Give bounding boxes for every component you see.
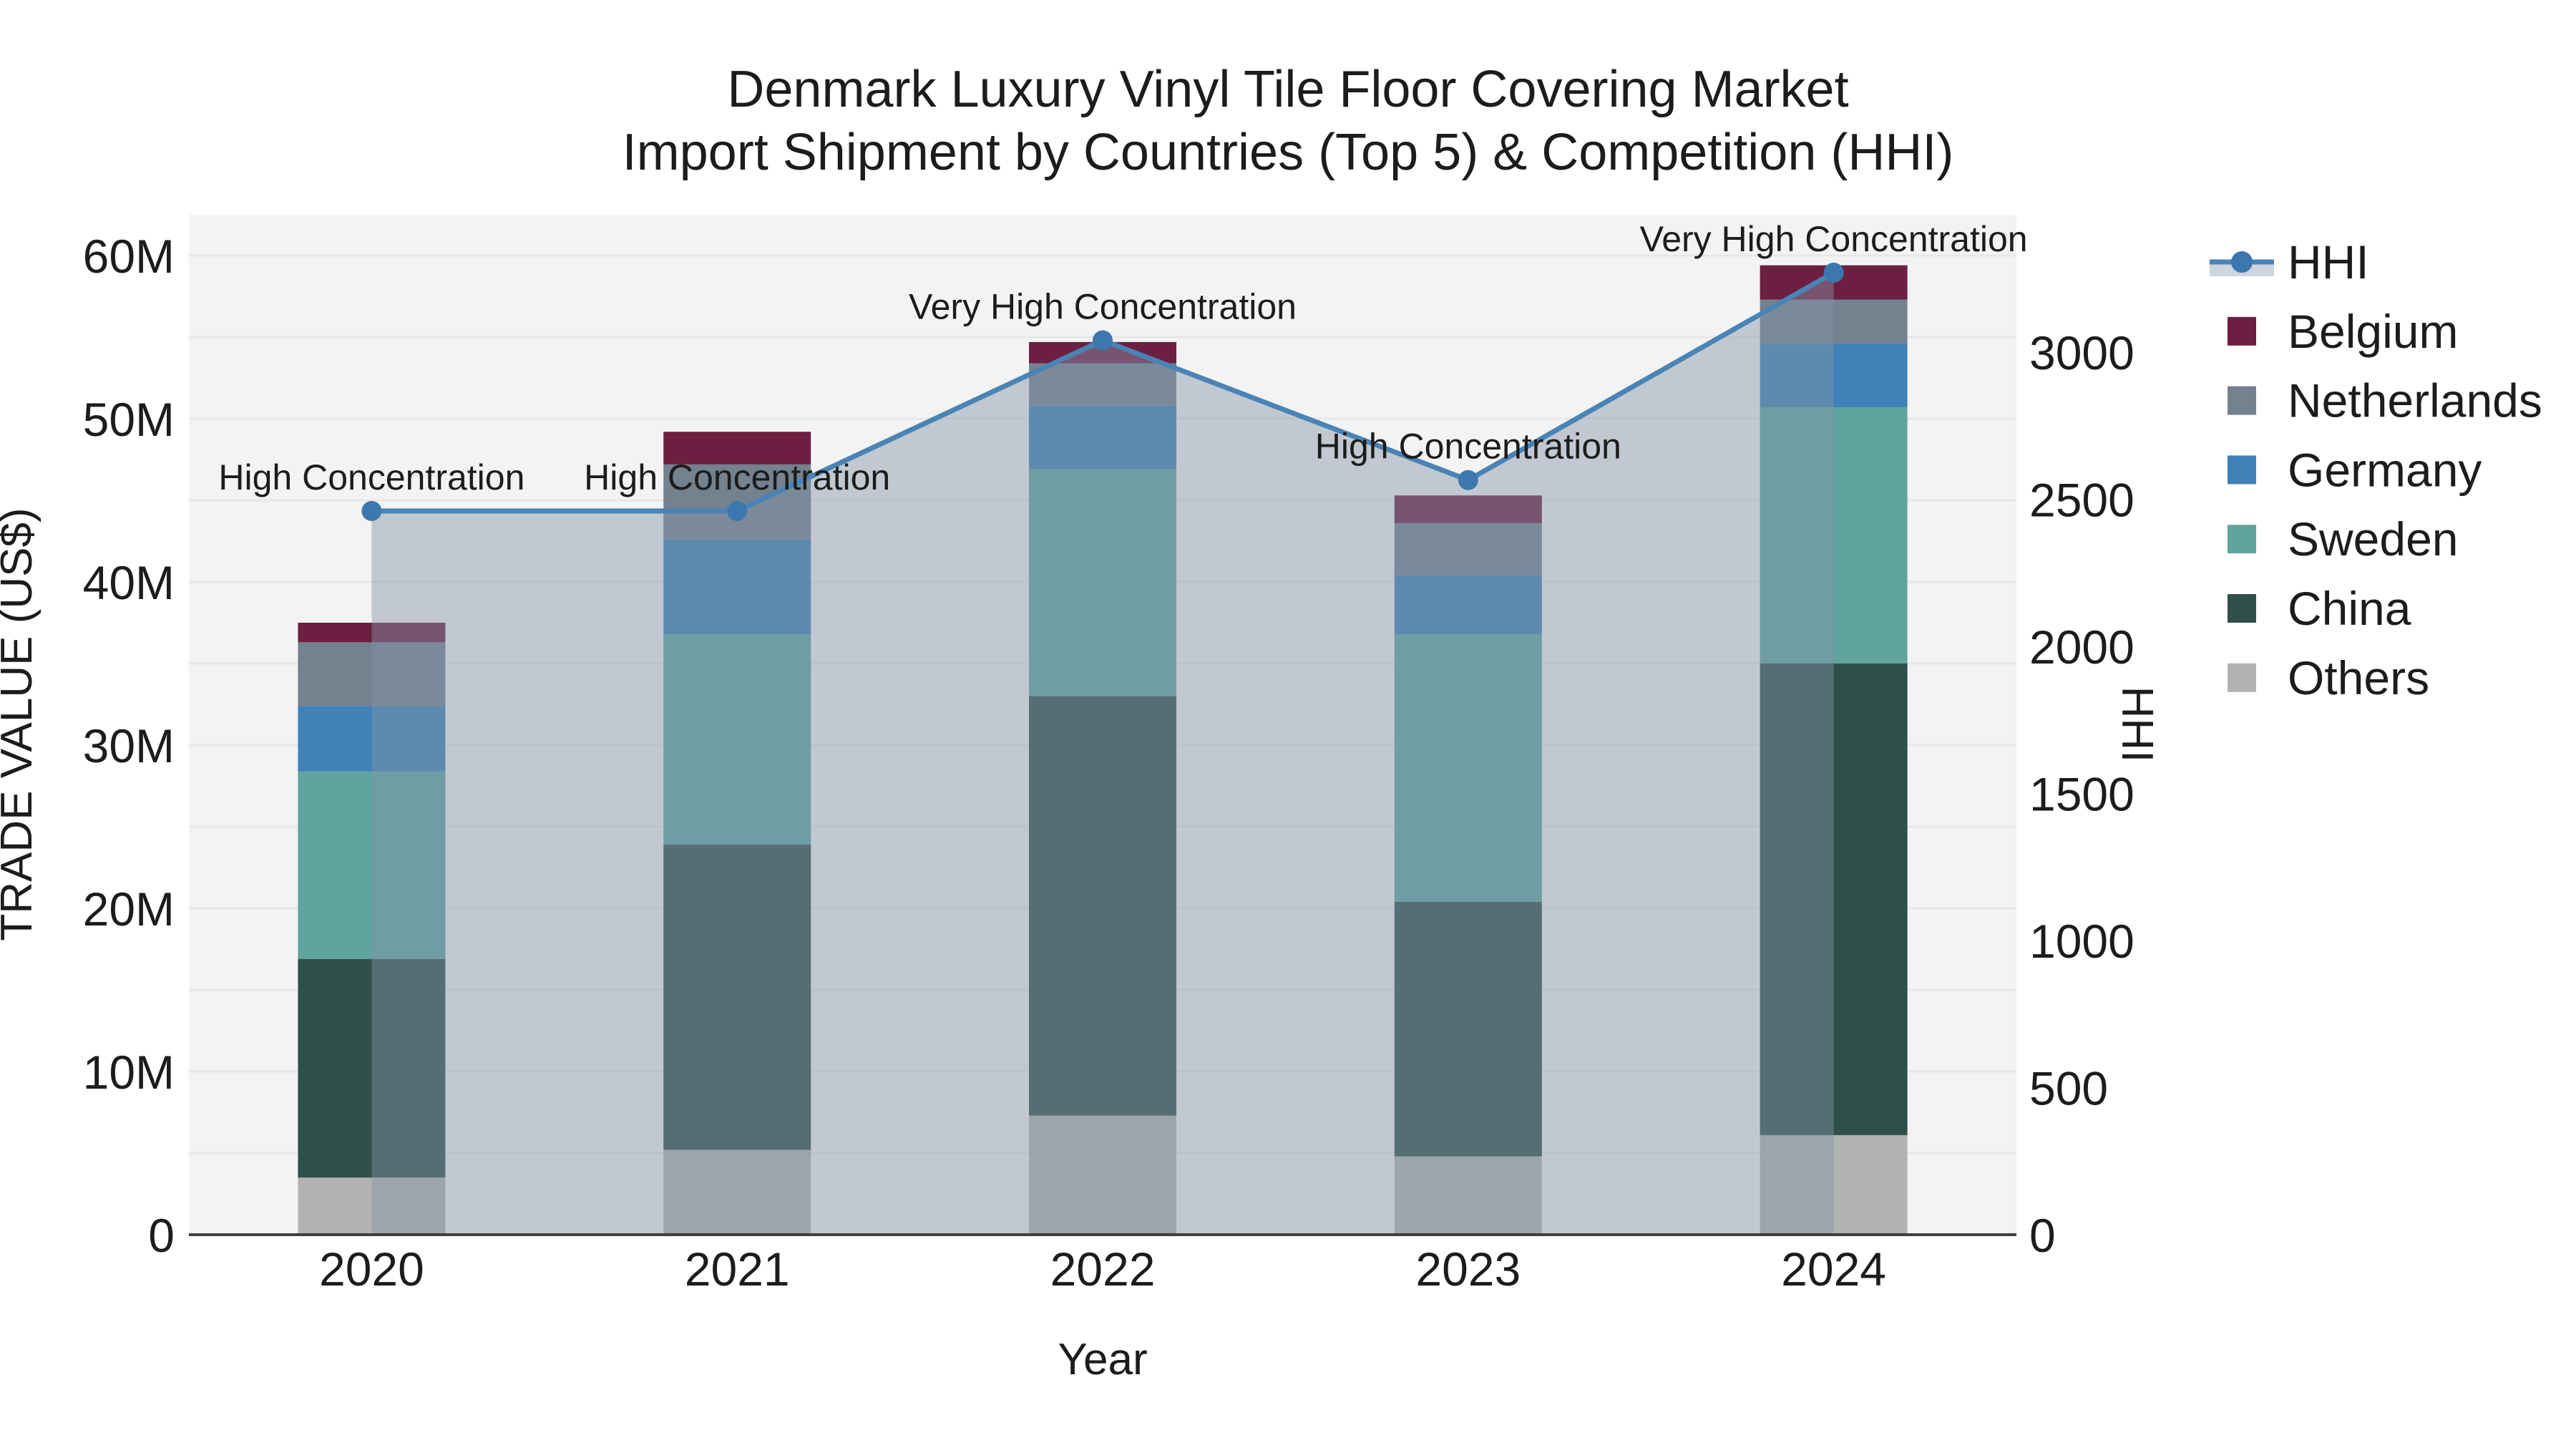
- y-right-tick-label: 2500: [2029, 473, 2135, 526]
- x-tick-label: 2023: [1415, 1243, 1521, 1296]
- x-tick-label: 2020: [319, 1243, 424, 1296]
- bar-segment-others-2020[interactable]: [298, 1177, 446, 1235]
- legend-label: China: [2288, 582, 2411, 635]
- annotation-2023: High Concentration: [1315, 427, 1621, 467]
- bar-segment-germany-2023[interactable]: [1394, 575, 1542, 634]
- bar-segment-germany-2022[interactable]: [1029, 405, 1176, 470]
- chart-title-line2: Import Shipment by Countries (Top 5) & C…: [623, 124, 1954, 181]
- hhi-marker-2024[interactable]: [1823, 262, 1844, 283]
- legend-item-china[interactable]: China: [2228, 582, 2411, 635]
- hhi-marker-2022[interactable]: [1093, 330, 1113, 351]
- bar-segment-netherlands-2023[interactable]: [1394, 523, 1542, 575]
- bar-segment-belgium-2020[interactable]: [298, 623, 446, 643]
- bar-segment-germany-2024[interactable]: [1760, 344, 1908, 408]
- y-right-tick-label: 1500: [2029, 767, 2135, 820]
- bar-segment-sweden-2024[interactable]: [1760, 407, 1908, 664]
- annotation-2022: Very High Concentration: [909, 287, 1297, 327]
- legend: HHI Belgium Netherlands Germany Sweden China O…: [2210, 235, 2542, 704]
- legend-item-germany[interactable]: Germany: [2228, 443, 2482, 496]
- y-right-tick-label: 2000: [2029, 621, 2135, 674]
- bar-segment-china-2022[interactable]: [1029, 696, 1176, 1116]
- hhi-marker-2021[interactable]: [727, 500, 748, 521]
- bar-segment-sweden-2023[interactable]: [1394, 633, 1542, 902]
- y-right-tick-label: 500: [2029, 1061, 2108, 1114]
- y-left-tick-label: 0: [148, 1209, 175, 1262]
- legend-swatch: [2228, 386, 2256, 415]
- hhi-annotations: High Concentration High Concentration Very…: [218, 219, 2027, 497]
- legend-swatch: [2228, 455, 2256, 485]
- bar-segment-belgium-2021[interactable]: [663, 432, 811, 465]
- y-left-tick-label: 50M: [83, 393, 175, 446]
- hhi-marker-2023[interactable]: [1458, 470, 1478, 490]
- y-right-tick-label: 0: [2029, 1209, 2056, 1262]
- legend-swatch: [2228, 316, 2256, 346]
- annotation-2024: Very High Concentration: [1640, 219, 2028, 259]
- hhi-line: [361, 262, 1844, 521]
- chart-title-line1: Denmark Luxury Vinyl Tile Floor Covering…: [727, 61, 1848, 118]
- legend-item-belgium[interactable]: Belgium: [2228, 305, 2458, 358]
- bar-segment-sweden-2021[interactable]: [663, 633, 811, 845]
- bar-segment-others-2023[interactable]: [1394, 1156, 1542, 1235]
- bar-segment-others-2024[interactable]: [1760, 1134, 1908, 1235]
- bar-segment-sweden-2022[interactable]: [1029, 469, 1176, 696]
- x-axis-title: Year: [1058, 1335, 1147, 1384]
- bar-segment-china-2024[interactable]: [1760, 664, 1908, 1135]
- bar-segment-netherlands-2024[interactable]: [1760, 299, 1908, 344]
- legend-label: Belgium: [2288, 305, 2458, 358]
- y-left-tick-label: 10M: [83, 1046, 175, 1099]
- bar-segment-sweden-2020[interactable]: [298, 771, 446, 959]
- bar-segment-china-2023[interactable]: [1394, 901, 1542, 1157]
- y-left-tick-label: 60M: [83, 230, 175, 283]
- bar-segment-germany-2021[interactable]: [663, 539, 811, 634]
- y-right-axis-title: HHI: [2112, 686, 2162, 763]
- x-tick-label: 2024: [1781, 1243, 1886, 1296]
- x-tick-label: 2022: [1050, 1243, 1156, 1296]
- legend-swatch: [2228, 525, 2256, 554]
- y-left-tick-label: 20M: [83, 883, 175, 936]
- bar-segment-others-2021[interactable]: [663, 1150, 811, 1235]
- annotation-2021: High Concentration: [584, 457, 890, 497]
- legend-label: Sweden: [2288, 512, 2459, 565]
- legend-item-hhi[interactable]: HHI: [2210, 235, 2369, 288]
- legend-label: Netherlands: [2288, 374, 2542, 427]
- legend-item-sweden[interactable]: Sweden: [2228, 512, 2459, 565]
- bar-segment-netherlands-2020[interactable]: [298, 642, 446, 706]
- bar-segment-belgium-2023[interactable]: [1394, 495, 1542, 523]
- legend-label: Germany: [2288, 443, 2482, 496]
- legend-item-netherlands[interactable]: Netherlands: [2228, 374, 2542, 427]
- x-tick-label: 2021: [685, 1243, 790, 1296]
- legend-item-others[interactable]: Others: [2228, 651, 2429, 704]
- legend-swatch: [2228, 663, 2256, 692]
- bar-segment-others-2022[interactable]: [1029, 1115, 1176, 1235]
- legend-swatch: [2228, 594, 2256, 623]
- axis-ticks: 0 10M 20M 30M 40M 50M 60M 0 500 1000 1500 2000 2500 3…: [83, 230, 2135, 1296]
- legend-label: Others: [2288, 651, 2429, 704]
- y-right-tick-label: 1000: [2029, 915, 2135, 968]
- bar-segment-netherlands-2022[interactable]: [1029, 363, 1176, 406]
- y-right-tick-label: 3000: [2029, 326, 2135, 379]
- legend-label: HHI: [2288, 235, 2369, 288]
- bar-segment-germany-2020[interactable]: [298, 706, 446, 772]
- bar-segment-china-2021[interactable]: [663, 845, 811, 1150]
- annotation-2020: High Concentration: [218, 457, 525, 497]
- hhi-marker-2020[interactable]: [361, 500, 382, 521]
- y-left-tick-label: 30M: [83, 719, 175, 772]
- legend-hhi-marker-sample: [2231, 251, 2253, 273]
- stacked-bars: [298, 265, 1908, 1235]
- y-left-axis-title: TRADE VALUE (US$): [0, 507, 42, 941]
- y-left-tick-label: 40M: [83, 556, 175, 609]
- bar-segment-china-2020[interactable]: [298, 958, 446, 1178]
